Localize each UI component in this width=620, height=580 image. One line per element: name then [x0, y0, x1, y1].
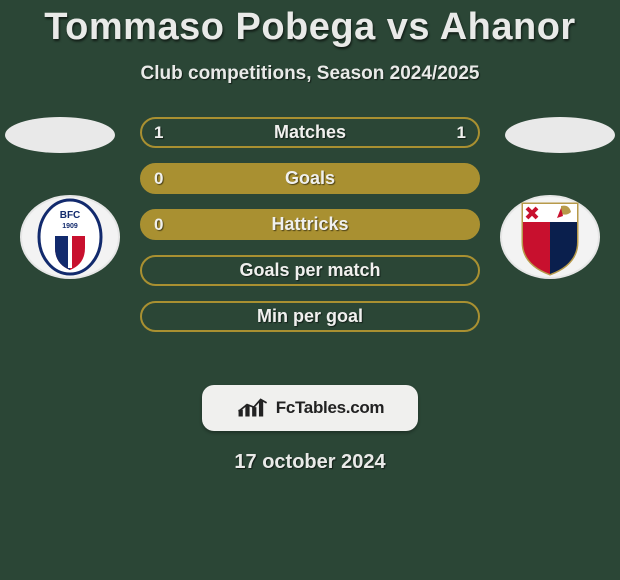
stat-bar: Hattricks 0	[140, 209, 480, 240]
page-subtitle: Club competitions, Season 2024/2025	[0, 63, 620, 85]
branding-text: FcTables.com	[276, 398, 385, 418]
stat-bar-label: Hattricks	[271, 214, 348, 235]
stat-bar-label: Min per goal	[257, 306, 363, 327]
stat-bar-value-left: 0	[154, 215, 163, 235]
stat-bar: Matches 1 1	[140, 117, 480, 148]
bar-chart-icon	[236, 396, 270, 420]
comparison-arena: BFC 1909 Matches11Goals0Hattricks0Goals …	[0, 117, 620, 367]
player-photo-left	[5, 117, 115, 153]
stat-bar-value-left: 1	[154, 123, 163, 143]
stat-bar-label: Goals	[285, 168, 335, 189]
genoa-crest-icon	[517, 198, 583, 276]
stat-bar: Goals 0	[140, 163, 480, 194]
club-crest-left: BFC 1909	[20, 195, 120, 279]
stat-bar-value-left: 0	[154, 169, 163, 189]
stat-bar-label: Goals per match	[239, 260, 380, 281]
branding-badge: FcTables.com	[202, 385, 418, 431]
svg-text:BFC: BFC	[60, 210, 81, 221]
bologna-crest-icon: BFC 1909	[37, 198, 103, 276]
stat-bars: Matches 1 1 Goals 0 Hattricks 0 Goals per match…	[140, 117, 480, 332]
player-photo-right	[505, 117, 615, 153]
stat-bar: Min per goal	[140, 301, 480, 332]
club-crest-right	[500, 195, 600, 279]
svg-text:1909: 1909	[62, 223, 78, 230]
stat-bar: Goals per match	[140, 255, 480, 286]
stat-bar-value-right: 1	[457, 123, 466, 143]
stat-bar-label: Matches	[274, 122, 346, 143]
date-label: 17 october 2024	[0, 451, 620, 474]
page-title: Tommaso Pobega vs Ahanor	[0, 0, 620, 49]
